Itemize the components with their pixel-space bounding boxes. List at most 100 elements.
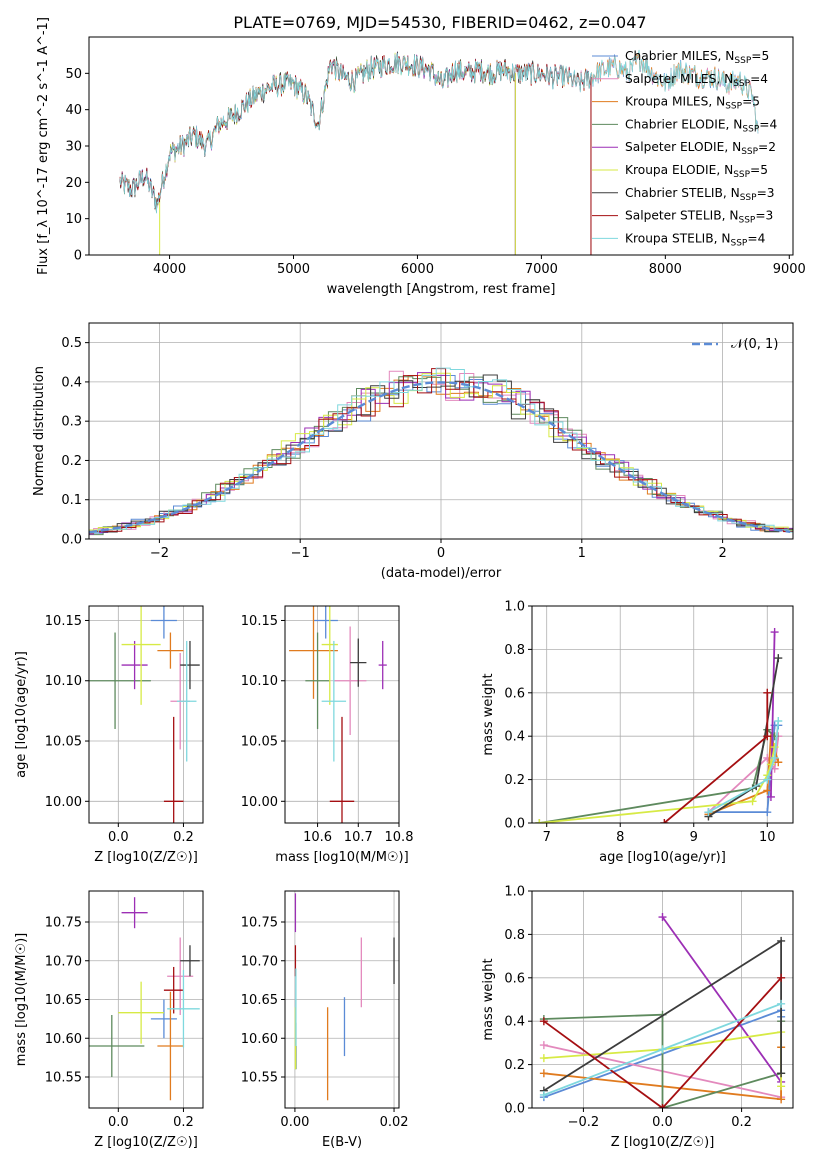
- legend-entry: Salpeter ELODIE, NSSP=2: [625, 140, 776, 157]
- weight-line-chabrier-elodie: [539, 728, 776, 823]
- weight-marker: [763, 786, 772, 795]
- legend-nssp: =4: [759, 117, 777, 131]
- y-tick-label: 0: [74, 249, 82, 264]
- y-tick-label: 10.10: [241, 674, 278, 689]
- y-tick-label: 10.60: [241, 1032, 278, 1047]
- y-tick-label: 0.8: [504, 643, 525, 658]
- y-tick-label: 0.4: [504, 730, 525, 745]
- weight-marker: [777, 973, 786, 982]
- legend-nssp: =3: [757, 186, 775, 200]
- y-tick-label: 10.15: [241, 614, 278, 629]
- legend-name: Kroupa ELODIE, N: [625, 163, 733, 177]
- legend-entry: Chabrier STELIB, NSSP=3: [625, 186, 775, 203]
- weight-marker: [704, 808, 713, 817]
- weight-line-kroupa-stelib: [708, 720, 780, 813]
- x-axis-label: Z [log10(Z/Z☉)]: [94, 850, 198, 865]
- x-tick-label: 0.0: [108, 1115, 129, 1130]
- y-tick-label: 0.0: [61, 533, 82, 548]
- weight-marker: [539, 1017, 548, 1026]
- y-axis-label: age [log10(age/yr)]: [14, 651, 29, 778]
- histogram-kroupa-elodie: [89, 372, 793, 531]
- spectrum-series-kroupa-stelib: [119, 49, 759, 214]
- plot-area: [539, 913, 786, 1108]
- weight-marker: [660, 819, 669, 823]
- x-tick-label: 0.2: [173, 1115, 194, 1130]
- legend-entry: Kroupa ELODIE, NSSP=5: [625, 163, 768, 180]
- y-axis-label: mass weight: [481, 958, 496, 1040]
- legend-subscript: SSP: [733, 79, 750, 89]
- y-axis-label: mass weight: [481, 673, 496, 755]
- x-tick-label: −0.2: [568, 1115, 600, 1130]
- plot-area: [289, 606, 387, 823]
- weight-line-salpeter-stelib: [663, 692, 769, 823]
- weight-marker: [770, 753, 779, 762]
- weight-marker: [777, 1095, 786, 1104]
- x-tick-label: 0.2: [173, 830, 194, 845]
- weight-marker: [539, 1090, 548, 1099]
- weight-marker: [777, 1069, 786, 1078]
- figure-title: PLATE=0769, MJD=54530, FIBERID=0462, z=0…: [233, 13, 646, 32]
- legend-subscript: SSP: [731, 238, 748, 248]
- x-tick-label: 4000: [153, 262, 186, 277]
- x-tick-label: 8000: [649, 262, 682, 277]
- y-tick-label: 0.3: [61, 415, 82, 430]
- x-axis-label: wavelength [Angstrom, rest frame]: [327, 282, 556, 297]
- x-axis-label: mass [log10(M/M☉)]: [275, 850, 408, 865]
- weight-line-salpeter-stelib: [543, 977, 782, 1108]
- y-tick-label: 10.10: [45, 674, 82, 689]
- legend-nssp: =4: [747, 231, 765, 245]
- y-tick-label: 0.6: [504, 686, 525, 701]
- axes-frame: [88, 605, 204, 824]
- x-tick-label: 0.2: [731, 1115, 752, 1130]
- spectrum-series-kroupa-elodie: [159, 52, 516, 194]
- x-axis-label: (data-model)/error: [381, 566, 502, 581]
- legend-entry: Kroupa STELIB, NSSP=4: [625, 231, 766, 248]
- legend-name: Chabrier MILES, N: [625, 49, 734, 63]
- weight-line-chabrier-elodie: [543, 1013, 782, 1108]
- x-tick-label: 9: [690, 830, 698, 845]
- x-axis-label: age [log10(age/yr)]: [599, 850, 726, 865]
- weight-marker: [658, 1045, 667, 1054]
- axes-frame: [531, 605, 794, 824]
- weight-marker: [539, 1069, 548, 1078]
- weight-marker: [774, 654, 783, 663]
- legend-nssp: =4: [750, 72, 768, 86]
- legend-name: Chabrier ELODIE, N: [625, 117, 742, 131]
- y-tick-label: 0.4: [504, 1015, 525, 1030]
- y-tick-label: 50: [65, 67, 82, 82]
- y-tick-label: 0.0: [504, 1102, 525, 1117]
- legend-subscript: SSP: [740, 193, 757, 203]
- y-tick-label: 0.6: [504, 971, 525, 986]
- plot-area: [89, 897, 200, 1101]
- y-tick-label: 20: [65, 176, 82, 191]
- y-tick-label: 1.0: [504, 885, 525, 900]
- weights-vs-age-panel: 7 8 9 10 0.0 0.2 0.4 0.6 0.8 1.0 age [log10(age/yr…: [481, 600, 794, 865]
- y-tick-label: 0.5: [61, 336, 82, 351]
- legend-entry: 𝒩(0, 1): [731, 337, 778, 352]
- x-tick-label: −1: [291, 546, 310, 561]
- y-axis-label: Flux [f_λ 10^-17 erg cm^-2 s^-1 A^-1]: [36, 17, 51, 275]
- legend-entry: Salpeter STELIB, NSSP=3: [625, 209, 773, 226]
- x-tick-label: 1: [578, 546, 586, 561]
- plot-area: [89, 606, 200, 823]
- y-axis-label: mass [log10(M/M☉)]: [14, 933, 29, 1066]
- y-tick-label: 10.65: [45, 993, 82, 1008]
- weight-marker: [774, 717, 783, 726]
- y-tick-label: 0.8: [504, 928, 525, 943]
- plot-area: [294, 893, 395, 1101]
- y-tick-label: 10.60: [45, 1032, 82, 1047]
- x-tick-label: 0.02: [380, 1115, 409, 1130]
- mass-vs-EBV-panel: 0.00 0.02 10.55 10.60 10.65 10.70 10.75 E(B-V): [241, 890, 409, 1150]
- plot-area: [535, 628, 783, 823]
- y-tick-label: 0.2: [504, 1058, 525, 1073]
- legend-nssp: =5: [750, 163, 768, 177]
- x-tick-label: 8: [616, 830, 624, 845]
- x-axis-label: Z [log10(Z/Z☉)]: [94, 1135, 198, 1150]
- legend-name: Salpeter STELIB, N: [625, 209, 738, 223]
- x-tick-label: 7: [543, 830, 551, 845]
- legend-subscript: SSP: [725, 102, 742, 112]
- mass-vs-Z-panel: 0.0 0.2 10.55 10.60 10.65 10.70 10.75 Z [log10(…: [14, 890, 204, 1150]
- x-axis-label: Z [log10(Z/Z☉)]: [611, 1135, 715, 1150]
- legend-subscript: SSP: [741, 147, 758, 157]
